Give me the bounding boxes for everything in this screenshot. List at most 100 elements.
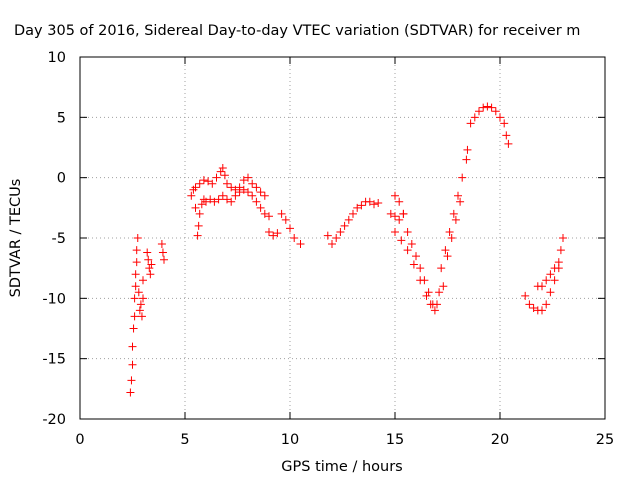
data-point — [439, 282, 448, 291]
data-point — [323, 231, 332, 240]
data-point — [147, 260, 156, 269]
plot-frame — [79, 56, 606, 420]
data-point — [521, 291, 530, 300]
data-point — [216, 167, 225, 176]
data-point — [223, 195, 231, 204]
data-point — [136, 300, 145, 309]
data-point — [416, 276, 425, 285]
data-point — [218, 191, 227, 200]
data-point — [131, 270, 140, 279]
data-point — [554, 258, 563, 267]
data-point — [435, 288, 444, 297]
data-point — [559, 234, 567, 242]
data-point — [458, 173, 467, 182]
y-tick-label: 0 — [57, 171, 66, 187]
data-points — [126, 102, 567, 397]
data-point — [449, 209, 458, 218]
data-point — [409, 260, 418, 269]
data-point — [395, 215, 404, 224]
data-point — [194, 221, 203, 230]
data-point — [143, 248, 152, 257]
data-point — [193, 231, 202, 240]
y-tick-label: -5 — [52, 231, 66, 247]
data-point — [426, 300, 435, 309]
data-point — [132, 246, 141, 255]
data-point — [290, 234, 299, 242]
data-point — [139, 294, 147, 303]
data-point — [422, 291, 431, 300]
data-point — [538, 282, 546, 291]
data-point — [437, 264, 446, 273]
data-point — [195, 209, 204, 218]
data-point — [546, 270, 555, 279]
data-point — [399, 209, 408, 218]
data-point — [137, 312, 146, 321]
data-point — [550, 264, 559, 273]
data-point — [260, 209, 269, 218]
data-point — [332, 234, 341, 242]
data-point — [127, 376, 136, 385]
data-point — [131, 282, 140, 291]
data-point — [430, 306, 439, 315]
data-point — [195, 179, 204, 188]
data-point — [502, 131, 511, 140]
data-point — [227, 183, 236, 192]
data-point — [479, 103, 488, 112]
data-point — [395, 197, 404, 206]
x-tick-label: 15 — [386, 432, 404, 448]
data-point — [496, 113, 504, 122]
data-point — [218, 164, 227, 173]
data-point — [265, 212, 273, 221]
data-point — [424, 288, 433, 297]
data-point — [139, 276, 147, 285]
data-point — [248, 179, 257, 188]
y-axis-label: SDTVAR / TECUs — [8, 179, 24, 298]
data-point — [157, 240, 166, 249]
x-tick-label: 10 — [281, 432, 299, 448]
data-point — [344, 215, 353, 224]
data-point — [281, 215, 290, 224]
y-tick-label: -20 — [42, 412, 66, 428]
data-point — [244, 173, 252, 182]
data-point — [441, 246, 450, 255]
data-point — [487, 103, 496, 112]
y-tick-label: -15 — [42, 352, 66, 368]
data-point — [462, 155, 471, 164]
data-point — [454, 191, 462, 200]
data-point — [214, 195, 223, 204]
data-point — [252, 183, 261, 192]
data-point — [542, 300, 551, 309]
x-tick-label: 5 — [180, 432, 189, 448]
data-point — [365, 197, 374, 206]
data-point — [146, 270, 155, 279]
chart-title: Day 305 of 2016, Sidereal Day-to-day VTE… — [14, 23, 580, 39]
y-axis-ticks: -20 -15 -10 -5 0 5 10 — [42, 50, 605, 428]
data-point — [208, 179, 217, 188]
data-point — [191, 203, 200, 212]
data-point — [500, 119, 509, 128]
data-point — [336, 227, 345, 236]
data-point — [538, 306, 546, 315]
data-point — [144, 255, 153, 264]
data-point — [260, 191, 269, 200]
data-point — [231, 185, 240, 194]
data-point — [370, 200, 378, 209]
data-point — [135, 306, 144, 315]
y-tick-label: 10 — [48, 50, 66, 66]
data-point — [158, 248, 167, 257]
data-point — [407, 240, 416, 249]
data-point — [239, 185, 248, 194]
data-point — [256, 203, 265, 212]
data-point — [277, 209, 286, 218]
data-point — [443, 252, 452, 261]
data-point — [451, 215, 460, 224]
data-point — [269, 231, 278, 240]
data-point — [248, 191, 257, 200]
data-point — [199, 176, 208, 185]
data-point — [504, 139, 513, 148]
data-point — [202, 197, 210, 206]
data-point — [191, 183, 200, 192]
data-point — [445, 227, 454, 236]
data-point — [220, 171, 229, 180]
data-point — [296, 240, 305, 249]
